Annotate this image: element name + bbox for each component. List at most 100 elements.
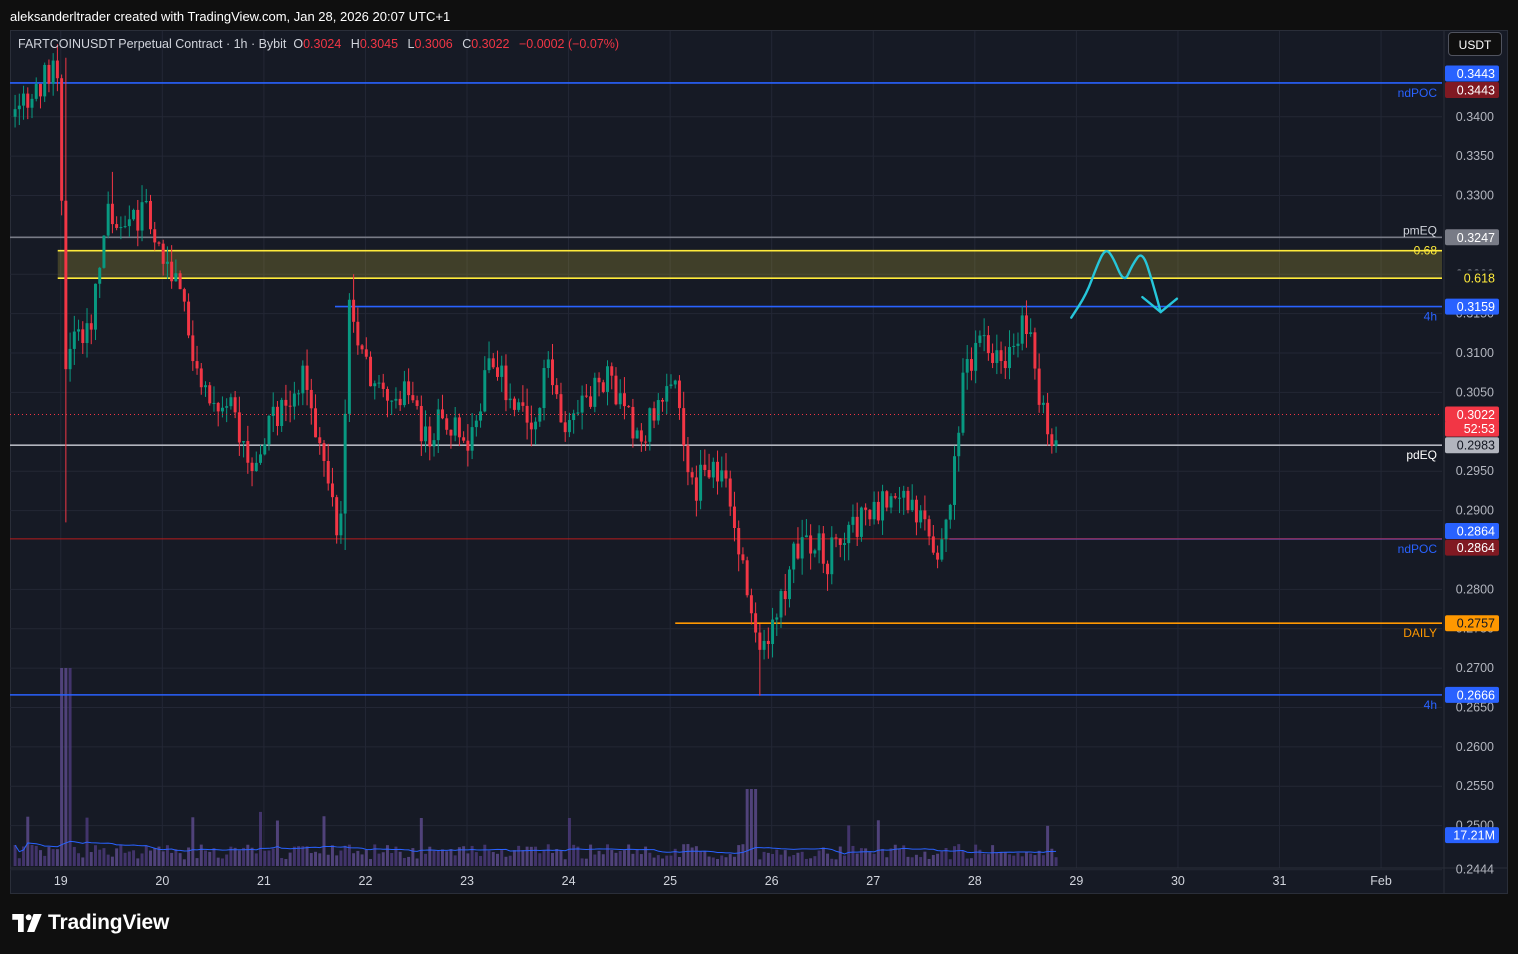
candle-body [106,203,110,236]
candle-body [974,342,978,371]
tradingview-logo[interactable]: TradingView [12,911,169,935]
price-tag: 0.2864 [1457,525,1495,539]
volume-bar [855,853,859,866]
candle-body [940,539,944,560]
volume-bar [775,849,779,866]
volume-bar [466,853,470,866]
candle-body [986,335,990,354]
candle-body [60,78,64,201]
candle-body [965,359,969,373]
volume-bar [119,844,123,866]
price-tag: 0.2666 [1457,688,1495,702]
volume-bar [508,855,512,866]
candle-body [170,261,174,282]
candle-body [728,478,732,507]
candle-body [893,496,897,498]
candle-body [656,400,660,421]
candle-body [110,203,114,225]
candle-body [419,405,423,442]
candle-body [622,393,626,407]
volume-bar [483,844,487,866]
open-label: O [293,37,304,51]
volume-bar [665,855,669,866]
price-tag-bg [1445,406,1499,423]
candle-body [51,60,55,84]
volume-bar [208,851,212,866]
double-top-drawing [1070,249,1162,319]
volume-bar [292,846,296,866]
volume-bar [538,853,542,866]
time-tick-label: 26 [765,874,779,888]
candle-body [889,496,893,508]
candle-body [961,372,965,433]
footer [0,894,1518,954]
volume-bar [974,844,978,866]
volume-bar [250,847,254,866]
candle-body [1016,343,1020,346]
candle-body [631,406,635,439]
volume-bar [843,855,846,866]
currency-unit-button[interactable]: USDT [1448,32,1502,56]
volume-bar [690,847,694,866]
volume-bar [1046,825,1050,866]
candle-body [563,422,567,433]
candle-body [517,402,521,410]
volume-bar [745,789,749,866]
level-label: 0.68 [1414,244,1438,258]
volume-bar [724,857,728,866]
volume-bar [555,848,559,866]
volume-bar [826,853,830,866]
candle-body [136,209,140,231]
time-tick-label: 30 [1171,874,1185,888]
candle-body [542,368,546,409]
volume-bar [1003,851,1007,866]
volume-bar [817,850,821,866]
volume-bar [889,848,893,866]
candle-body [115,224,119,228]
candle-body [635,430,639,439]
volume-bar [182,859,186,866]
volume-bar [280,857,284,866]
candle-body [322,443,326,461]
candle-body [487,358,491,371]
volume-bar [551,852,554,866]
symbol-legend[interactable]: FARTCOINUSDT Perpetual Contract · 1h · B… [18,37,625,51]
time-tick-label: 20 [155,874,169,888]
volume-bar [102,848,106,866]
symbol-name: FARTCOINUSDT Perpetual Contract · 1h · B… [18,37,287,51]
volume-bar [318,853,322,866]
price-tick-label: 0.3400 [1456,110,1494,124]
volume-bar [326,854,330,866]
volume-bar [601,854,605,866]
volume-bar [868,852,872,866]
volume-bar [377,853,381,866]
candle-body [347,299,351,414]
candle-body [85,323,89,343]
candle-body [191,335,195,362]
volume-bar [766,852,770,866]
candle-body [614,375,618,405]
candle-body [424,426,428,442]
volume-bar [360,854,364,866]
candle-body [694,477,698,501]
candle-body [847,524,851,544]
candle-body [800,537,804,559]
candle-body [910,499,914,511]
candle-body [360,345,364,350]
attribution-text: aleksanderltrader created with TradingVi… [10,9,451,24]
candle-body [496,367,499,377]
price-tag-bg [1445,420,1499,437]
volume-bar [1024,852,1028,866]
candle-body [26,93,30,108]
candle-body [343,413,347,514]
volume-bar [369,859,373,866]
volume-bar [68,668,72,866]
candle-body [898,497,901,499]
price-tick-label: 0.2444 [1456,863,1494,877]
volume-bar [940,851,944,866]
volume-bar [504,856,508,866]
candle-body [483,370,487,412]
price-tag: 0.2757 [1457,617,1495,631]
candle-body [267,415,271,445]
